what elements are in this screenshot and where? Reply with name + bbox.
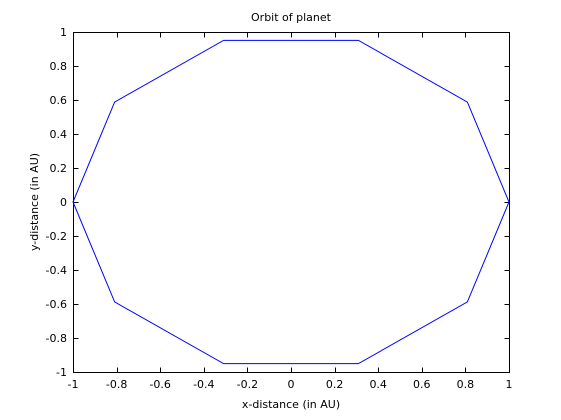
x-tick-label: -0.2: [237, 378, 258, 391]
y-tick-label: 0.4: [50, 128, 68, 141]
y-tick-label: -0.2: [46, 230, 67, 243]
x-axis-label: x-distance (in AU): [242, 398, 340, 411]
y-tick-label: -0.6: [46, 298, 67, 311]
x-tick-label: 0.6: [413, 378, 431, 391]
x-tick-label: 0.2: [326, 378, 344, 391]
tick-labels: -1 -0.8 -0.6 -0.4 -0.2 0 0.2 0.4 0.6 0.8 1 -1 -0.8 -0…: [46, 26, 513, 391]
orbit-series-line: [72, 39, 510, 365]
tick-marks: [73, 32, 510, 373]
y-axis-label: y-distance (in AU): [28, 153, 41, 251]
x-tick-label: -0.4: [193, 378, 214, 391]
x-tick-label: -0.8: [106, 378, 127, 391]
y-tick-label: 0.6: [50, 94, 68, 107]
y-tick-label: -0.4: [46, 264, 67, 277]
x-tick-label: 0: [288, 378, 295, 391]
axes-box: [73, 32, 510, 373]
y-tick-label: -0.8: [46, 332, 67, 345]
y-tick-label: 0.2: [50, 162, 68, 175]
y-tick-label: 1: [60, 26, 67, 39]
x-tick-label: 0.8: [457, 378, 475, 391]
y-tick-label: -1: [56, 366, 67, 379]
y-tick-label: 0: [60, 196, 67, 209]
chart-title: Orbit of planet: [251, 11, 332, 24]
x-tick-label: 0.4: [369, 378, 387, 391]
x-tick-label: -0.6: [149, 378, 170, 391]
x-tick-label: 1: [506, 378, 513, 391]
x-tick-label: -1: [68, 378, 79, 391]
y-tick-label: 0.8: [50, 60, 68, 73]
